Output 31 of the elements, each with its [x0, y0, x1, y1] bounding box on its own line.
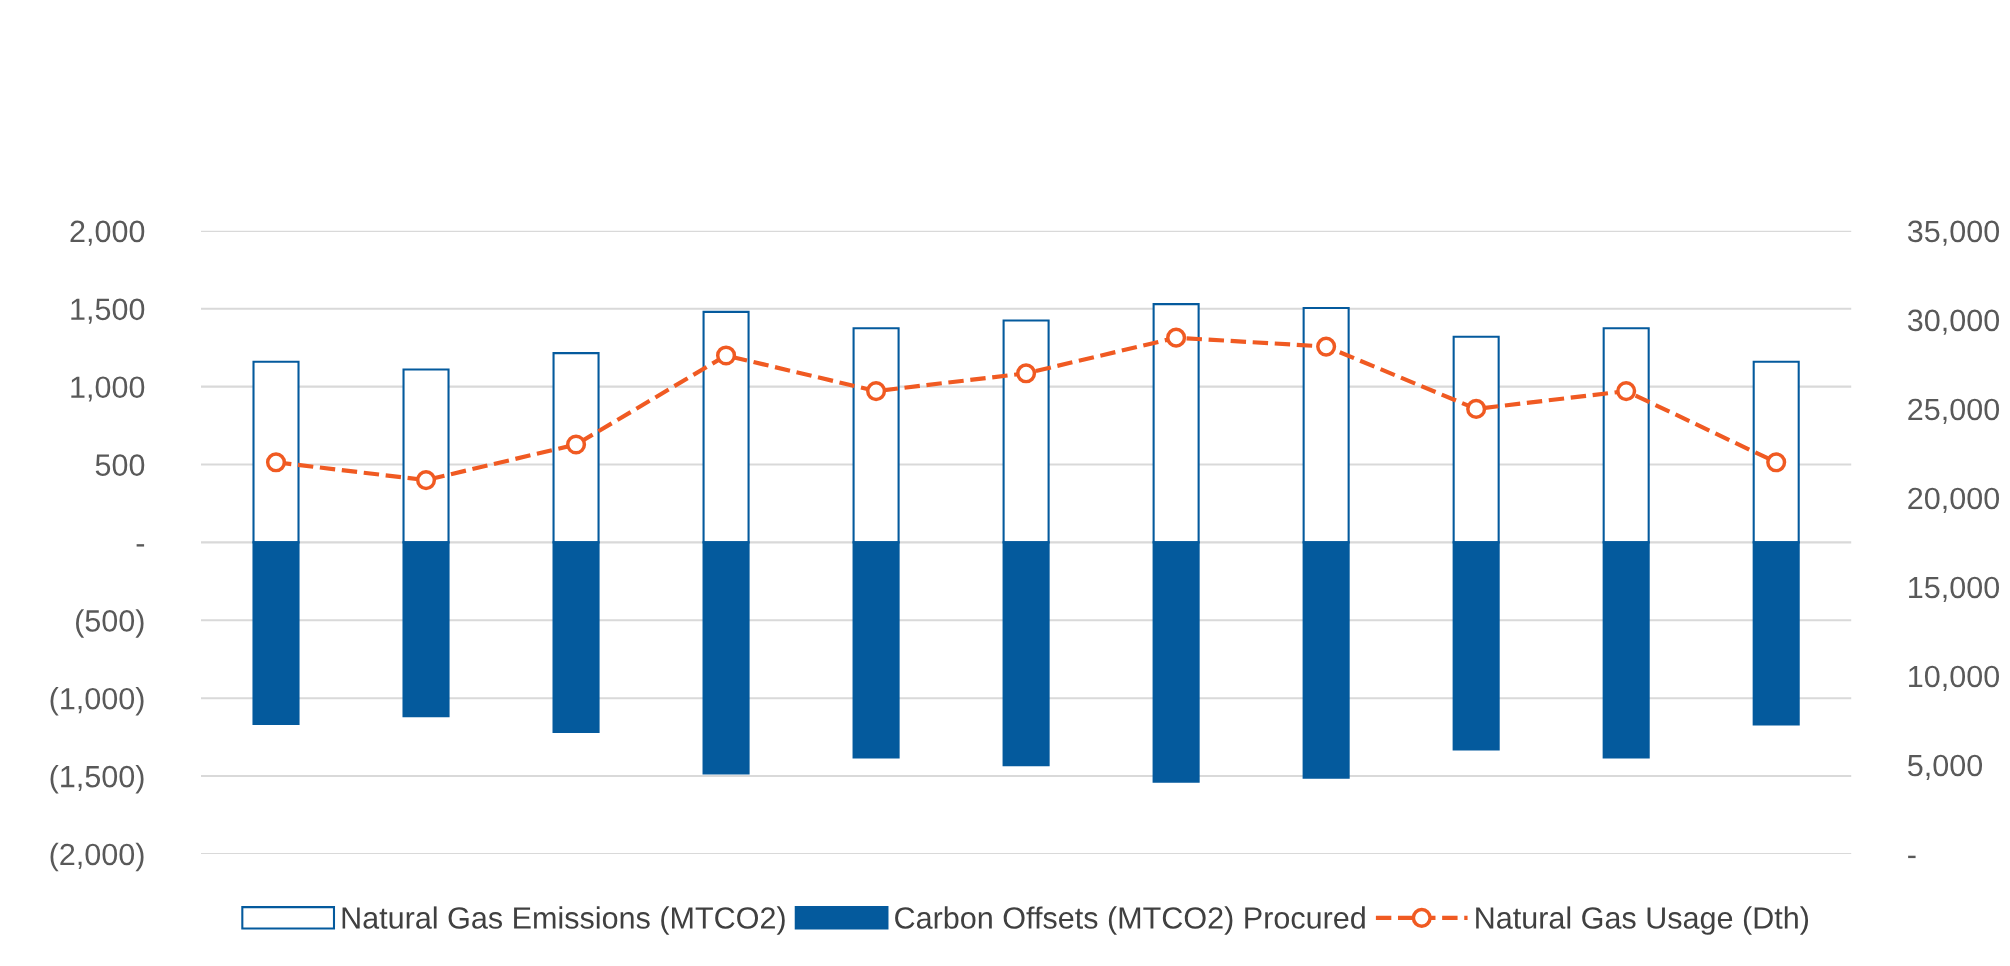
point — [1016, 363, 1037, 384]
y-tick-label: (1,500) — [50, 764, 144, 794]
y-tick-label: (2,000) — [50, 842, 144, 872]
y2-tick-label: 30,000 — [1907, 309, 2000, 335]
point — [265, 452, 287, 473]
y-tick-label: - — [136, 544, 145, 547]
y2-tick-label: 25,000 — [1908, 398, 2000, 424]
legend-label: Natural Gas Usage (Dth) — [1476, 906, 1809, 935]
point — [415, 470, 437, 491]
y2-tick-label: 35,000 — [1907, 220, 2000, 246]
legend-label: Carbon Offsets (MTCO2) Procured — [895, 906, 1365, 935]
y-tick-label: 2,000 — [70, 220, 145, 246]
y-tick-label: 1,500 — [71, 298, 145, 324]
y-tick-label: (1,000) — [50, 687, 144, 716]
y-tick-label: 500 — [95, 454, 145, 476]
y2-tick-label: - — [1908, 855, 1916, 859]
y2-tick-label: 5,000 — [1907, 754, 1983, 780]
point — [715, 345, 737, 366]
y-tick-label: 1,000 — [71, 376, 145, 402]
y2-tick-label: 10,000 — [1909, 665, 2000, 691]
point — [1616, 381, 1637, 402]
y-tick-label: (500) — [76, 609, 144, 638]
point — [1316, 336, 1337, 357]
point — [1466, 398, 1487, 419]
y2-tick-label: 15,000 — [1909, 576, 2000, 602]
point — [866, 381, 887, 402]
y2-tick-label: 20,000 — [1908, 487, 2000, 513]
point — [1766, 452, 1787, 473]
point — [1166, 327, 1187, 348]
legend-label: Natural Gas Emissions (MTCO2) — [342, 906, 785, 935]
point — [565, 434, 587, 455]
